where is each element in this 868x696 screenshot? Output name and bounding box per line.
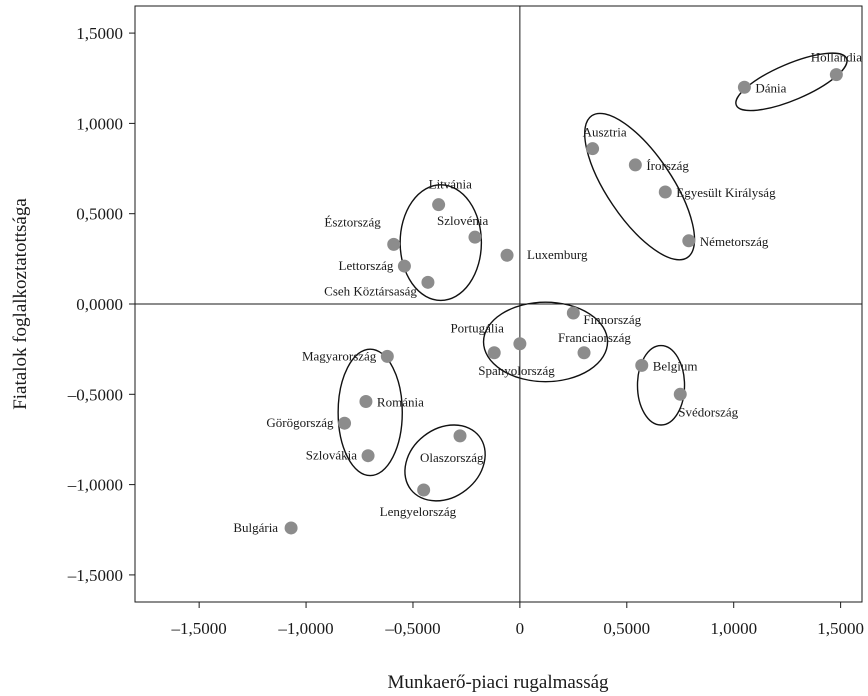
data-point [500,248,514,262]
point-label: Olaszország [420,450,484,465]
data-point [421,275,435,289]
cluster-group [337,52,848,502]
x-tick-label: –0,5000 [384,619,440,638]
point-label: Litvánia [429,177,473,192]
point-label: Szlovákia [306,448,357,463]
x-tick-label: 0 [516,619,525,638]
data-point [284,521,298,535]
data-point [338,416,352,430]
cluster-southwest [482,301,609,383]
point-label: Ausztria [583,125,627,140]
y-tick-label: 0,5000 [76,205,123,224]
data-point [397,259,411,273]
data-point [566,306,580,320]
point-label: Románia [377,395,424,410]
data-point [673,387,687,401]
point-label: Lengyelország [380,504,457,519]
data-point [387,237,401,251]
point-label: Bulgária [233,520,278,535]
x-tick-label: 1,0000 [710,619,757,638]
data-point [432,198,446,212]
x-tick-label: –1,0000 [277,619,333,638]
data-point [635,358,649,372]
x-tick-label: –1,5000 [171,619,227,638]
point-label: Németország [700,234,769,249]
data-point [737,80,751,94]
data-point [468,230,482,244]
point-label: Görögország [266,415,334,430]
cluster-ausztria-nemetorszag [584,112,696,261]
point-label: Portugália [450,321,504,336]
data-point [829,68,843,82]
data-point [361,449,375,463]
cluster-olasz-lengyel [404,424,486,502]
y-tick-label: –0,5000 [67,385,123,404]
data-point [577,346,591,360]
point-label: Hollandia [811,50,862,65]
x-tick-label: 1,5000 [817,619,864,638]
data-point [682,234,696,248]
point-label: Szlovénia [437,213,488,228]
point-label: Cseh Köztársaság [324,283,417,298]
point-label: Finnország [583,312,641,327]
point-label: Luxemburg [527,247,588,262]
y-axis-title: Fiatalok foglalkoztatottsága [10,198,31,410]
data-point [513,337,527,351]
point-label: Írország [646,158,689,173]
data-point [453,429,467,443]
point-label: Magyarország [302,348,377,363]
x-axis-title: Munkaerő-piaci rugalmasság [387,672,609,693]
data-point [658,185,672,199]
y-tick-label: –1,0000 [67,476,123,495]
point-label: Svédország [678,404,738,419]
y-tick-label: 1,5000 [76,24,123,43]
point-group [284,68,843,535]
cluster-belgium-svedorszag [636,344,686,426]
tick-group: –1,5000 –1,0000 –0,5000 0 0,5000 1,0000 1,5000… [67,24,864,638]
point-label: Észtország [324,214,381,229]
point-label: Spanyolország [478,363,555,378]
point-label: Belgium [653,358,698,373]
data-point [487,346,501,360]
data-point [586,142,600,156]
y-tick-label: 1,0000 [76,114,123,133]
point-label: Dánia [755,80,786,95]
point-label: Franciaország [558,330,631,345]
data-point [628,158,642,172]
data-point [359,395,373,409]
data-point [380,349,394,363]
cluster-baltic-central [399,184,483,302]
data-point [417,483,431,497]
x-tick-label: 0,5000 [603,619,650,638]
cluster-east [337,348,403,477]
point-label: Lettország [339,258,394,273]
y-tick-label: –1,5000 [67,566,123,585]
y-tick-label: 0,0000 [76,295,123,314]
cluster-hollandia-dania [735,52,848,112]
point-label: Egyesült Királyság [676,185,776,200]
label-group: Hollandia Dánia Ausztria Írország Egyesült K… [233,50,862,535]
